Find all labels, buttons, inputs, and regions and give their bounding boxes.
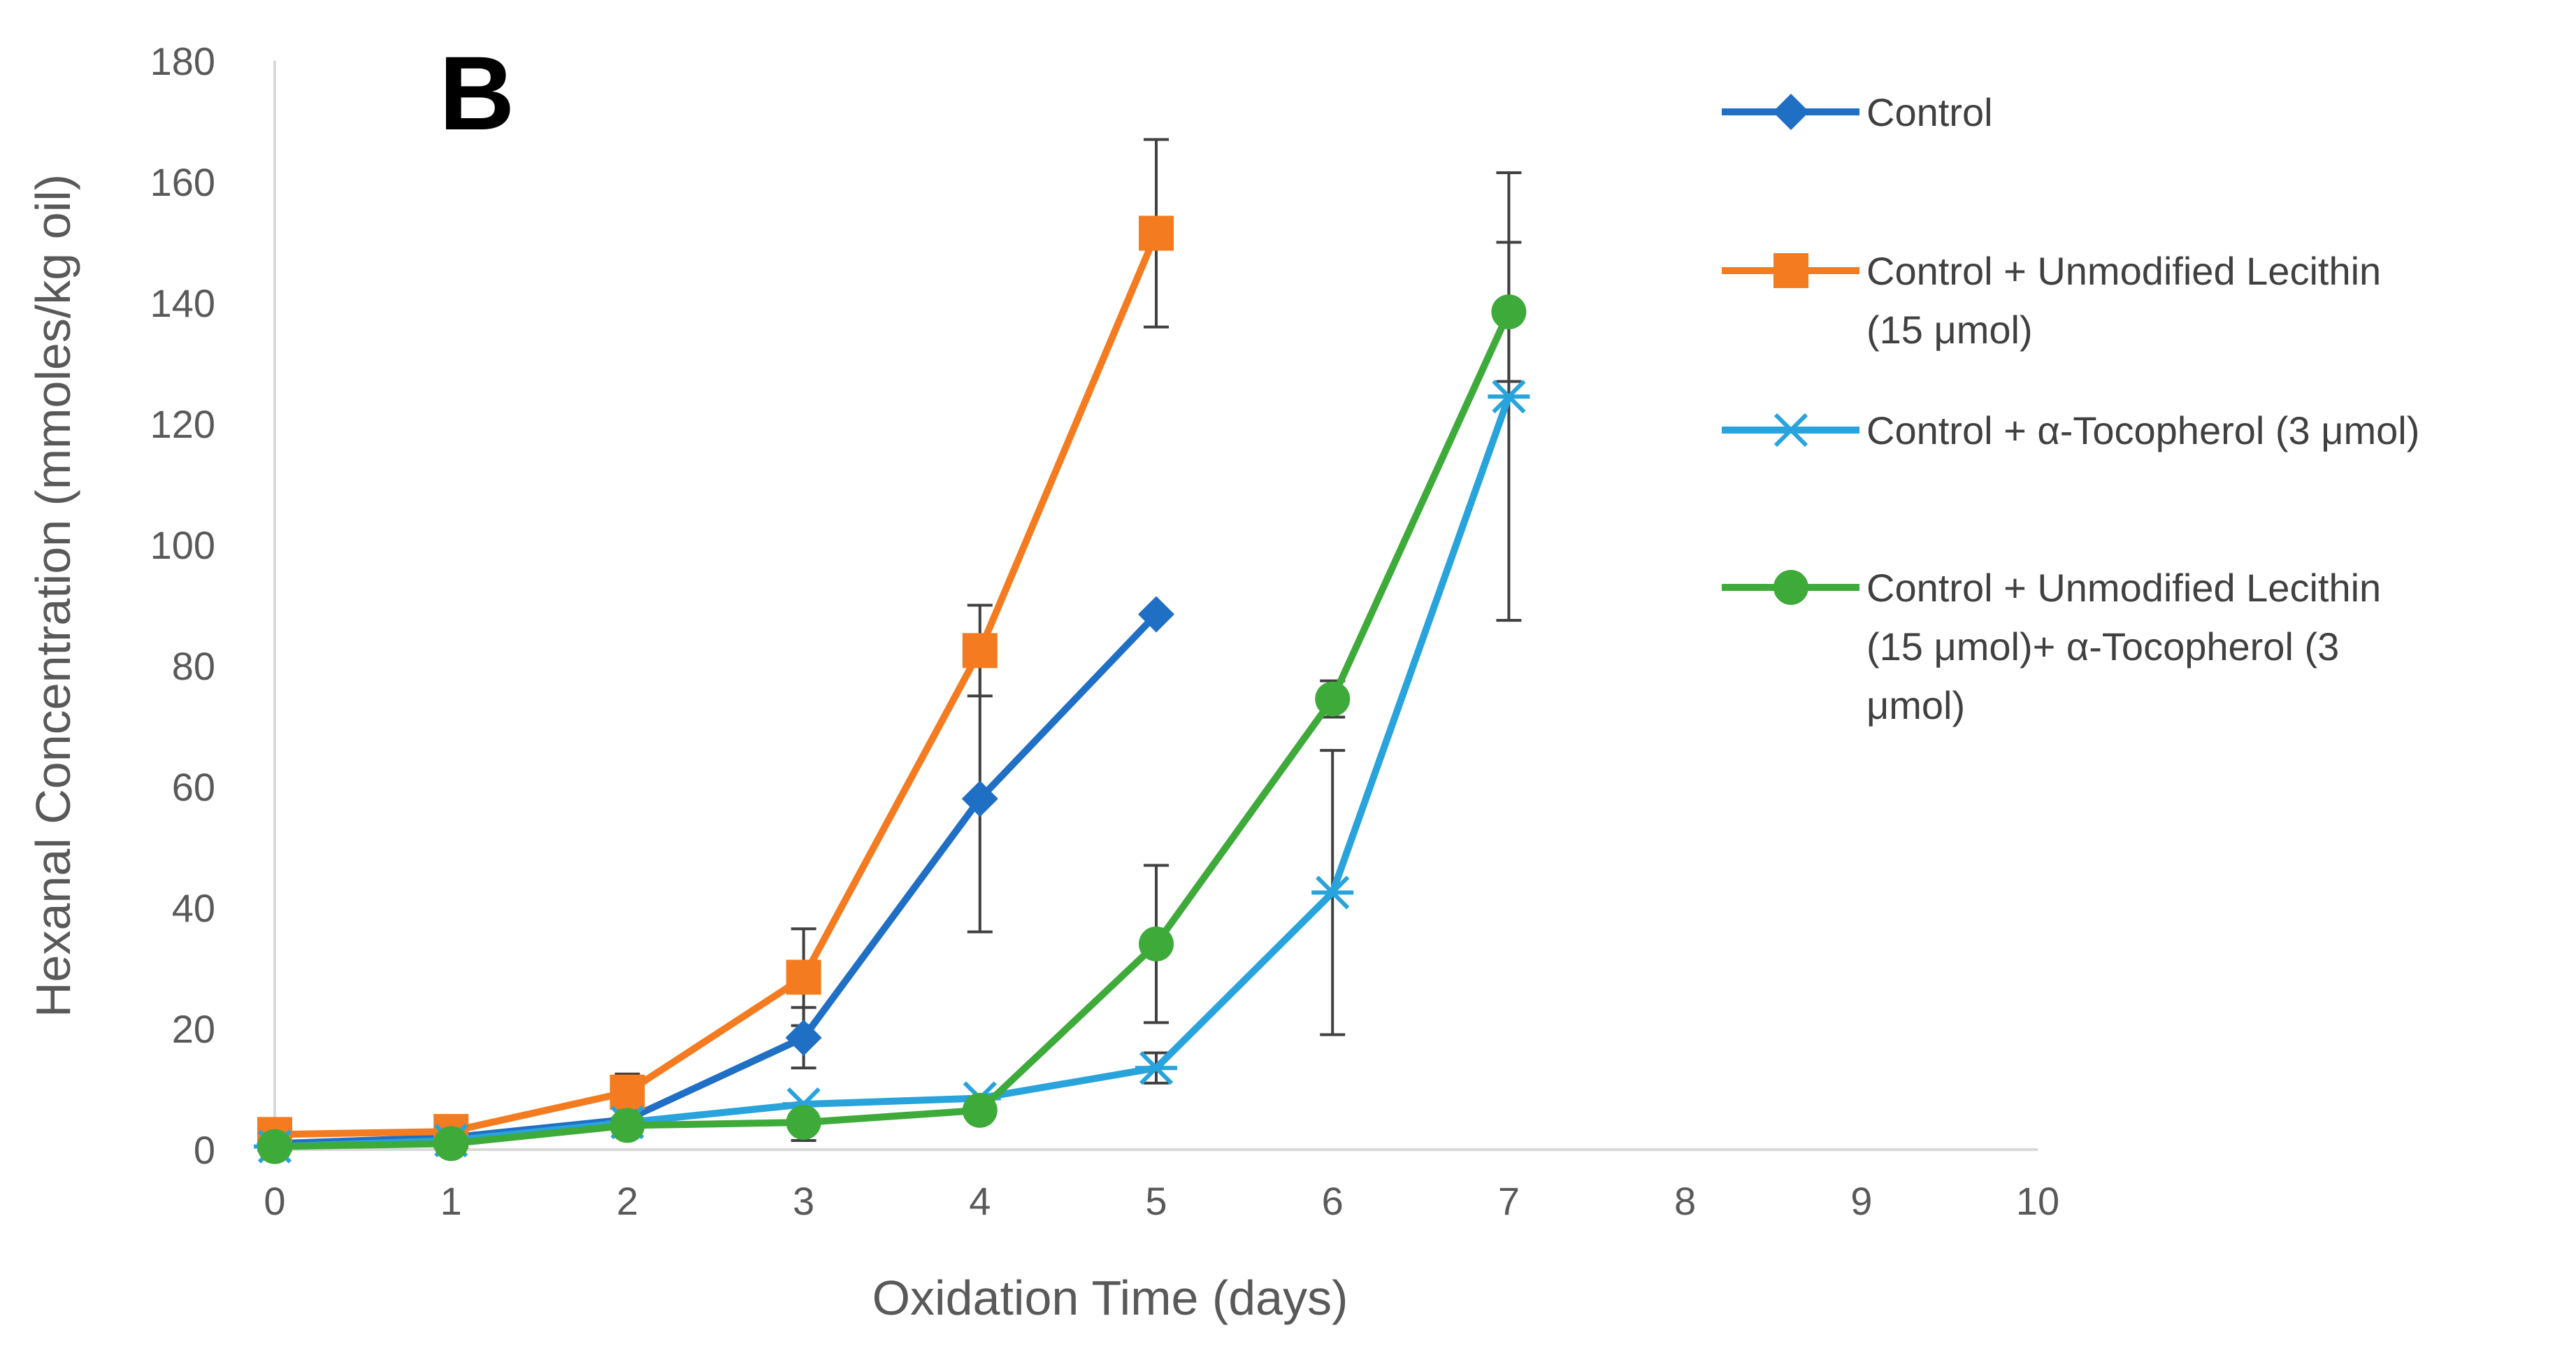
legend-item: Control + α-Tocopherol (3 μmol) <box>1722 408 2419 452</box>
data-point <box>610 1108 645 1143</box>
y-tick-label: 0 <box>194 1128 215 1172</box>
legend-item: Control + Unmodified Lecithin (15 μmol)+ … <box>1722 566 2381 727</box>
x-tick-label: 8 <box>1674 1179 1696 1223</box>
y-tick-label: 20 <box>172 1007 215 1051</box>
data-point <box>962 633 998 669</box>
legend-item: Control + Unmodified Lecithin (15 μmol) <box>1722 249 2381 352</box>
data-point <box>961 780 998 817</box>
x-tick-label: 5 <box>1145 1179 1167 1223</box>
legend-item: Control <box>1722 90 1993 134</box>
x-tick-label: 2 <box>617 1179 638 1223</box>
data-point <box>1135 1051 1177 1085</box>
data-point <box>1139 926 1174 962</box>
data-point <box>786 959 821 995</box>
series-line <box>274 231 1160 1138</box>
y-tick-label: 160 <box>150 160 215 204</box>
x-axis-title: Oxidation Time (days) <box>872 1271 1348 1325</box>
data-point <box>1139 215 1174 251</box>
data-point <box>785 1019 822 1056</box>
y-tick-label: 180 <box>150 39 215 83</box>
data-point <box>962 1092 998 1128</box>
data-point <box>1488 379 1530 414</box>
legend-label: Control + α-Tocopherol (3 μmol) <box>1866 408 2419 452</box>
legend: Control Control + Unmodified Lecithin (15 … <box>1722 90 2419 727</box>
data-point <box>610 1074 645 1110</box>
legend-swatch-marker <box>1770 413 1812 448</box>
data-point <box>1491 294 1527 329</box>
series-line <box>274 310 1512 1150</box>
y-tick-label: 40 <box>172 886 215 930</box>
y-tick-label: 120 <box>150 402 215 446</box>
y-tick-label: 140 <box>150 281 215 325</box>
x-tick-label: 0 <box>264 1179 285 1223</box>
data-point <box>257 1129 292 1164</box>
legend-swatch-marker <box>1773 570 1808 605</box>
data-point <box>1311 875 1354 910</box>
data-point <box>433 1126 469 1161</box>
y-tick-labels: 0 20 40 60 80 100 120 140 160 180 <box>150 39 215 1172</box>
legend-label: Control + Unmodified Lecithin <box>1866 566 2381 610</box>
plot-area <box>254 138 1530 1164</box>
y-axis-title: Hexanal Concentration (mmoles/kg oil) <box>26 174 80 1017</box>
legend-label: Control + Unmodified Lecithin <box>1866 249 2381 293</box>
x-tick-label: 3 <box>793 1179 814 1223</box>
y-tick-label: 60 <box>172 765 215 809</box>
x-tick-label: 6 <box>1322 1179 1344 1223</box>
x-tick-labels: 0 1 2 3 4 5 6 7 8 9 10 <box>264 1179 2059 1223</box>
data-point <box>786 1105 821 1141</box>
data-point <box>1138 596 1174 633</box>
x-tick-label: 1 <box>440 1179 462 1223</box>
legend-swatch-marker <box>1773 94 1809 130</box>
legend-label: (15 μmol) <box>1866 308 2033 352</box>
legend-label: Control <box>1866 90 1993 134</box>
x-tick-label: 4 <box>969 1179 991 1223</box>
data-point <box>1315 681 1351 717</box>
y-tick-label: 80 <box>172 644 215 688</box>
legend-label: (15 μmol)+ α-Tocopherol (3 <box>1866 624 2339 669</box>
legend-label: μmol) <box>1866 683 1965 727</box>
legend-swatch-marker <box>1773 253 1808 288</box>
x-tick-label: 10 <box>2016 1179 2059 1223</box>
x-tick-label: 7 <box>1498 1179 1520 1223</box>
y-tick-label: 100 <box>150 523 215 567</box>
axes: 0 1 2 3 4 5 6 7 8 9 10 0 20 40 60 80 100 120 140 160 180 <box>150 39 2060 1223</box>
panel-label: B <box>439 34 515 152</box>
x-tick-label: 9 <box>1850 1179 1872 1223</box>
series-3 <box>257 294 1527 1164</box>
